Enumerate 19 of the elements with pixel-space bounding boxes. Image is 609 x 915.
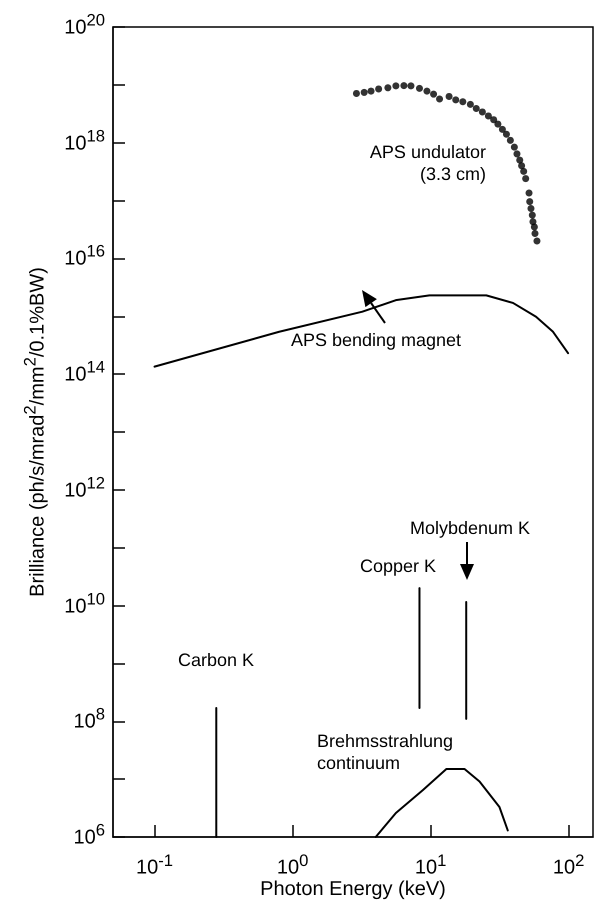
- annotation: Carbon K: [178, 650, 254, 670]
- annotation: Copper K: [360, 556, 436, 576]
- y-tick-label: 10$^{10}$: [64, 588, 105, 618]
- annotation: Brehmsstrahlung continuum: [317, 731, 454, 773]
- annotation: APS undulator (3.3 cm): [370, 142, 486, 184]
- annotation: APS bending magnet: [290, 330, 462, 350]
- x-tick-label: 10$^{1}$: [414, 850, 446, 880]
- y-tick-label: 10$^{18}$: [64, 125, 105, 155]
- y-tick-label: 10$^{20}$: [64, 10, 105, 40]
- x-axis-title: Photon Energy (keV): [260, 877, 446, 901]
- y-tick-label: 10$^{12}$: [64, 472, 105, 502]
- y-tick-label: 10$^{14}$: [64, 356, 105, 386]
- y-tick-label: 10$^{8}$: [73, 704, 105, 734]
- annotation: Molybdenum K: [410, 518, 530, 538]
- x-tick-label: 10$^{-1}$: [136, 850, 174, 880]
- x-tick-label: 10$^{2}$: [552, 850, 584, 880]
- x-tick-label: 10$^{0}$: [276, 850, 308, 880]
- y-tick-label: 10$^{6}$: [73, 820, 105, 850]
- y-tick-label: 10$^{16}$: [64, 241, 105, 271]
